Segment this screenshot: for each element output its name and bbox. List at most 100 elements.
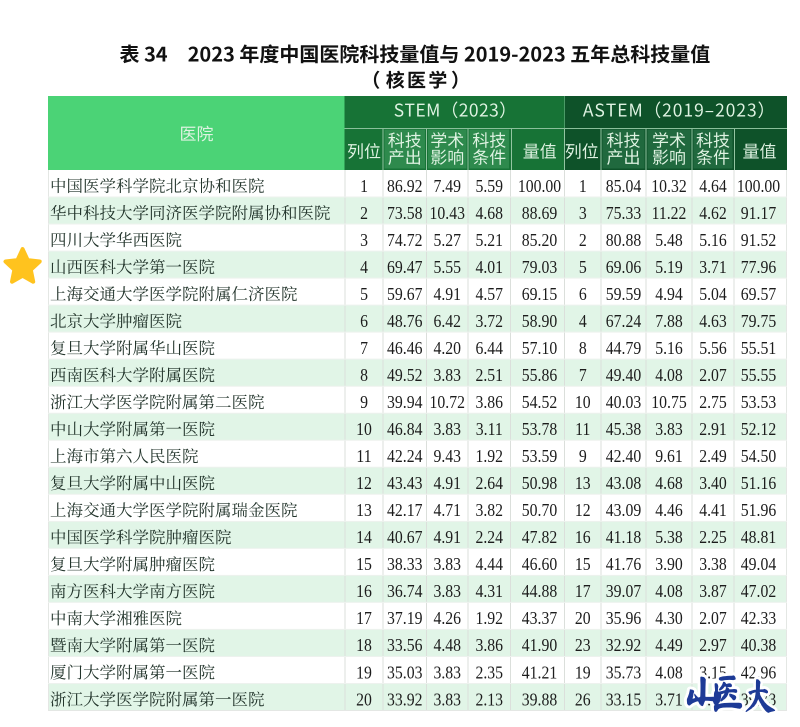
svg-text:41.18: 41.18 [606,527,641,547]
svg-text:67.24: 67.24 [606,311,642,331]
svg-text:18: 18 [356,635,372,655]
svg-text:20: 20 [356,690,372,710]
svg-text:3.40: 3.40 [699,473,727,493]
svg-text:39.94: 39.94 [387,392,423,412]
svg-text:11: 11 [356,446,371,466]
svg-text:2.51: 2.51 [475,365,503,385]
svg-text:3.72: 3.72 [475,311,503,331]
svg-text:10.72: 10.72 [430,392,465,412]
svg-text:4.91: 4.91 [433,284,461,304]
svg-text:42.96: 42.96 [741,662,776,682]
svg-text:10.75: 10.75 [651,392,686,412]
svg-text:3.83: 3.83 [655,419,683,439]
svg-text:48.81: 48.81 [741,527,776,547]
svg-text:4.20: 4.20 [433,338,461,358]
svg-text:5.21: 5.21 [475,230,503,250]
svg-text:11.22: 11.22 [652,203,687,223]
svg-text:3.83: 3.83 [433,690,461,710]
svg-text:3: 3 [579,203,587,223]
svg-text:54.50: 54.50 [741,446,776,466]
svg-text:4.63: 4.63 [699,311,727,331]
svg-text:9: 9 [360,392,368,412]
svg-text:4: 4 [360,257,369,277]
svg-text:20: 20 [575,608,591,628]
svg-text:4.49: 4.49 [655,635,683,655]
svg-text:42.24: 42.24 [387,446,423,466]
svg-text:17: 17 [356,608,372,628]
svg-text:3.71: 3.71 [699,257,727,277]
svg-text:4: 4 [579,311,588,331]
svg-text:48.76: 48.76 [387,311,422,331]
svg-text:6: 6 [360,311,368,331]
svg-text:57.10: 57.10 [522,338,557,358]
svg-text:5.04: 5.04 [699,284,727,304]
svg-text:8: 8 [360,365,368,385]
svg-text:47.82: 47.82 [522,527,557,547]
svg-text:46.84: 46.84 [387,419,423,439]
svg-text:12: 12 [356,473,372,493]
svg-text:7: 7 [579,365,587,385]
svg-text:1.92: 1.92 [475,608,503,628]
svg-text:43.43: 43.43 [387,473,422,493]
svg-text:2.64: 2.64 [475,473,503,493]
svg-text:5.38: 5.38 [655,527,683,547]
svg-text:40.03: 40.03 [606,392,641,412]
svg-text:3.11: 3.11 [476,419,503,439]
svg-text:4.08: 4.08 [655,365,683,385]
svg-text:41.90: 41.90 [522,635,557,655]
svg-text:2: 2 [360,203,368,223]
svg-text:44.88: 44.88 [522,581,557,601]
svg-text:2.13: 2.13 [475,690,503,710]
svg-text:41.76: 41.76 [606,554,641,574]
svg-text:77.96: 77.96 [741,257,776,277]
svg-text:47.02: 47.02 [741,581,776,601]
svg-text:53.78: 53.78 [522,419,557,439]
svg-text:3: 3 [360,230,368,250]
svg-text:9.43: 9.43 [433,446,461,466]
svg-text:4.57: 4.57 [475,284,503,304]
svg-text:35.73: 35.73 [606,662,641,682]
svg-text:10.32: 10.32 [651,176,686,196]
svg-text:2.24: 2.24 [475,527,503,547]
svg-text:5.59: 5.59 [475,176,503,196]
svg-text:12: 12 [575,500,591,520]
svg-text:49.40: 49.40 [606,365,641,385]
svg-text:51.16: 51.16 [741,473,776,493]
svg-text:2.91: 2.91 [699,419,727,439]
svg-text:26: 26 [575,690,591,710]
svg-text:9: 9 [579,446,587,466]
svg-text:2.35: 2.35 [475,662,503,682]
svg-text:39.07: 39.07 [606,581,641,601]
svg-text:100.00: 100.00 [737,176,780,196]
svg-text:3.86: 3.86 [475,635,503,655]
svg-text:3.87: 3.87 [699,581,727,601]
svg-text:7.88: 7.88 [655,311,683,331]
svg-text:5.48: 5.48 [655,230,683,250]
svg-text:4.91: 4.91 [433,527,461,547]
svg-text:4.68: 4.68 [655,473,683,493]
svg-text:38.33: 38.33 [387,554,422,574]
svg-text:86.92: 86.92 [387,176,422,196]
svg-text:7.49: 7.49 [433,176,461,196]
svg-text:4.26: 4.26 [433,608,461,628]
svg-text:51.96: 51.96 [741,500,776,520]
svg-text:40.67: 40.67 [387,527,422,547]
svg-text:16: 16 [356,581,372,601]
svg-text:1: 1 [360,176,368,196]
svg-text:32.92: 32.92 [606,635,641,655]
svg-text:39.88: 39.88 [522,690,557,710]
svg-text:3.83: 3.83 [433,365,461,385]
svg-text:19: 19 [356,662,372,682]
svg-text:15: 15 [575,554,591,574]
svg-text:46.46: 46.46 [387,338,422,358]
svg-text:3.83: 3.83 [433,419,461,439]
svg-text:35.03: 35.03 [387,662,422,682]
svg-text:88.69: 88.69 [522,203,557,223]
svg-text:4.94: 4.94 [655,284,683,304]
svg-text:59.67: 59.67 [387,284,422,304]
svg-text:4.62: 4.62 [699,203,727,223]
svg-text:2: 2 [579,230,587,250]
svg-text:2.75: 2.75 [699,392,727,412]
svg-text:6.44: 6.44 [475,338,503,358]
svg-text:49.52: 49.52 [387,365,422,385]
